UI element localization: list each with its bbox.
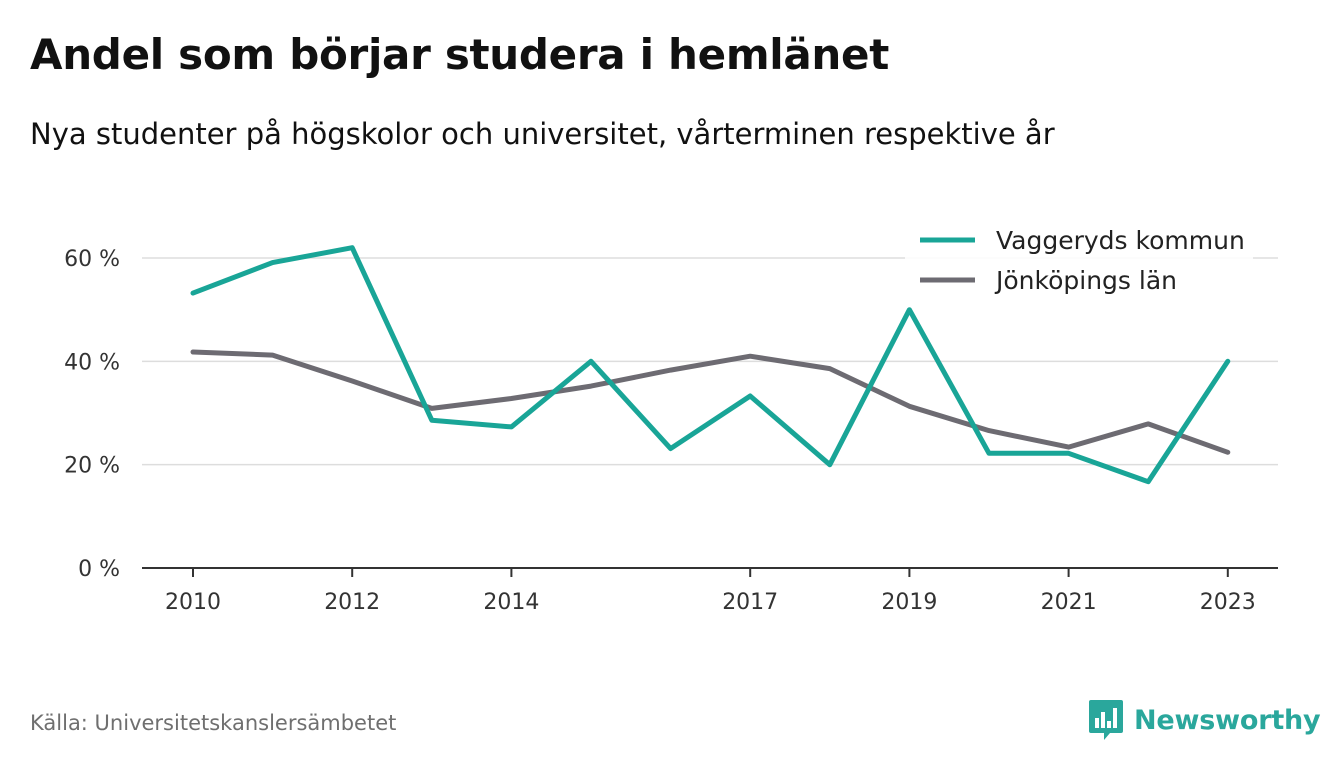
page-title: Andel som börjar studera i hemlänet [30,30,889,79]
series-lines [190,245,1231,485]
x-tick-label: 2023 [1200,590,1256,615]
x-tick-label: 2012 [324,590,380,615]
legend-label: Vaggeryds kommun [996,226,1245,255]
legend-label: Jönköpings län [994,266,1177,295]
legend-background [905,222,1253,300]
x-tick-label: 2010 [165,590,221,615]
brand-name: Newsworthy [1134,704,1321,736]
source-note: Källa: Universitetskanslersämbetet [30,711,397,735]
series-line-2 [190,349,1231,455]
axes: 0 % 20 % 40 % 60 % 2010 2012 2014 2017 2019 2021 2… [64,247,1278,615]
y-tick-label: 20 % [64,454,120,479]
x-tick-label: 2021 [1041,590,1097,615]
bar-chart-logo-icon [1089,700,1123,740]
line-chart: 0 % 20 % 40 % 60 % 2010 2012 2014 2017 2019 2021 2… [64,222,1278,615]
y-tick-label: 60 % [64,247,120,272]
x-tick-label: 2014 [483,590,539,615]
x-tick-label: 2017 [722,590,778,615]
y-tick-label: 0 % [78,557,120,582]
x-tick-label: 2019 [881,590,937,615]
brand-logo[interactable]: Newsworthy [1088,698,1321,742]
y-tick-label: 40 % [64,350,120,375]
legend: Vaggeryds kommun Jönköpings län [905,222,1253,300]
page-subtitle: Nya studenter på högskolor och universit… [30,117,1055,151]
series-line-1 [190,245,1231,485]
